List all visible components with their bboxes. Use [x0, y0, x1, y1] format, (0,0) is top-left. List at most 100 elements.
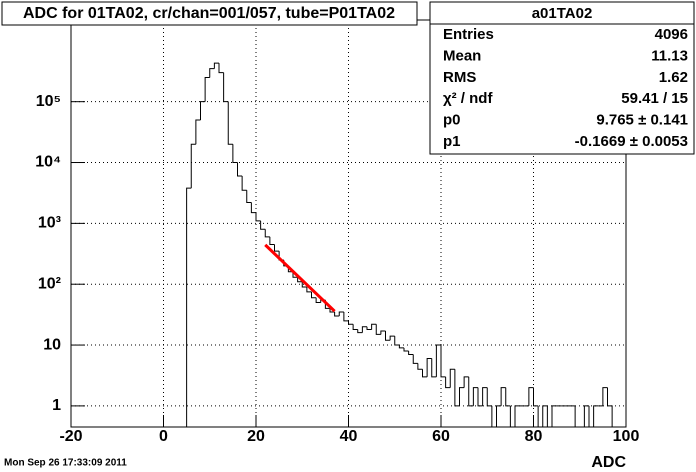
stats-label: Entries: [443, 26, 494, 43]
histogram-bin: [468, 376, 474, 407]
histogram-bin: [445, 376, 451, 389]
fit-line: [264, 243, 336, 313]
histogram-bin: [297, 277, 303, 283]
histogram-bin: [422, 369, 428, 378]
timestamp: Mon Sep 26 17:33:09 2011: [4, 458, 127, 469]
histogram-bin: [255, 212, 261, 222]
histogram-bin: [329, 308, 335, 313]
histogram-bin: [334, 311, 340, 317]
histogram-bin: [528, 387, 534, 406]
stats-label: p1: [443, 133, 461, 150]
stats-value: 4096: [655, 26, 688, 43]
histogram-bin: [412, 354, 418, 364]
histogram-bin: [593, 405, 599, 427]
histogram-bin: [292, 271, 298, 278]
histogram-bin: [311, 291, 317, 299]
histogram-bin: [440, 345, 446, 378]
histogram-bin: [218, 63, 224, 74]
x-tick-label: 0: [159, 428, 168, 445]
histogram-bin: [361, 326, 367, 333]
histogram-bin: [472, 387, 478, 406]
histogram-bin: [505, 387, 511, 407]
histogram-bin: [371, 323, 377, 330]
stats-value: -0.1669 ± 0.0053: [575, 133, 688, 150]
histogram-bin: [385, 331, 391, 341]
histogram-bin: [269, 236, 275, 245]
histogram-bin: [227, 101, 233, 145]
histogram-bin: [338, 311, 344, 317]
x-tick-label: 80: [525, 428, 543, 445]
stats-value: 59.41 / 15: [621, 90, 688, 107]
histogram-bin: [274, 244, 280, 252]
histogram-bin: [537, 405, 543, 428]
plot-area: [70, 20, 627, 428]
histogram-bin: [431, 358, 437, 378]
histogram-bin: [454, 369, 460, 407]
histogram-bin: [357, 329, 363, 334]
histogram-bin: [260, 220, 266, 230]
histogram-bin: [459, 387, 465, 406]
y-tick-label: 10³: [38, 215, 61, 232]
histogram-bin: [343, 311, 349, 322]
histogram-bin: [348, 320, 354, 325]
histogram-bin: [551, 405, 557, 427]
stats-rows: Entries 4096 Mean 11.13 RMS 1.62 χ² / ndf 59.41…: [443, 26, 688, 150]
chart-title: ADC for 01TA02, cr/chan=001/057, tube=P0…: [23, 5, 395, 22]
y-tick-label: 1: [52, 397, 61, 414]
histogram-bin: [223, 72, 229, 103]
histogram-bin: [204, 76, 210, 102]
histogram-bin: [195, 119, 201, 145]
y-tick-label: 10²: [38, 275, 61, 292]
histogram-bin: [477, 387, 483, 407]
x-tick-label: 40: [340, 428, 358, 445]
stats-value: 11.13: [651, 47, 688, 64]
stats-title: a01TA02: [532, 5, 593, 22]
histogram-bin: [246, 190, 252, 204]
histogram-bin: [435, 344, 441, 377]
histogram-bin: [380, 330, 386, 335]
stats-label: Mean: [443, 47, 481, 64]
histogram-bin: [514, 405, 520, 427]
histogram-bin: [315, 297, 321, 304]
histogram-bin: [190, 143, 196, 189]
histogram-bin: [403, 347, 409, 352]
histogram-bin: [408, 350, 414, 355]
histogram-bin: [542, 405, 548, 427]
x-tick-label: 60: [432, 428, 450, 445]
histogram-bin: [574, 405, 580, 428]
stats-label: χ² / ndf: [443, 90, 493, 107]
histogram-bin: [301, 281, 307, 288]
histogram-bin: [426, 358, 432, 377]
histogram-bin: [213, 62, 219, 69]
histogram-bin: [394, 336, 400, 346]
histogram-bin: [250, 202, 256, 214]
y-tick-label: 10⁵: [36, 93, 61, 110]
stats-value: 9.765 ± 0.141: [596, 112, 688, 129]
histogram-bin: [241, 176, 247, 191]
histogram-bin: [449, 368, 455, 388]
histogram-bin: [486, 387, 492, 407]
histogram-bin: [375, 324, 381, 335]
stats-box: [429, 1, 695, 155]
histogram-bin: [352, 324, 358, 331]
histogram-bin: [366, 326, 372, 331]
histogram-bin: [264, 229, 270, 238]
histogram-bin: [389, 335, 395, 341]
stats-label: RMS: [443, 69, 476, 86]
stats-value: 1.62: [659, 69, 688, 86]
x-tick-label: 20: [247, 428, 265, 445]
histogram-bin: [306, 286, 312, 293]
histogram-bin: [417, 363, 423, 370]
histogram-bin: [607, 387, 613, 427]
title-box: [1, 1, 418, 26]
histogram-bin: [232, 144, 238, 164]
x-tick-label: -20: [59, 428, 82, 445]
y-tick-label: 10: [43, 336, 61, 353]
histogram-bin: [583, 405, 589, 427]
histogram-bin: [509, 405, 515, 428]
histogram-bin: [588, 405, 594, 428]
stats-label: p0: [443, 112, 461, 129]
x-tick-label: 100: [613, 428, 640, 445]
histogram-bin: [200, 101, 206, 120]
